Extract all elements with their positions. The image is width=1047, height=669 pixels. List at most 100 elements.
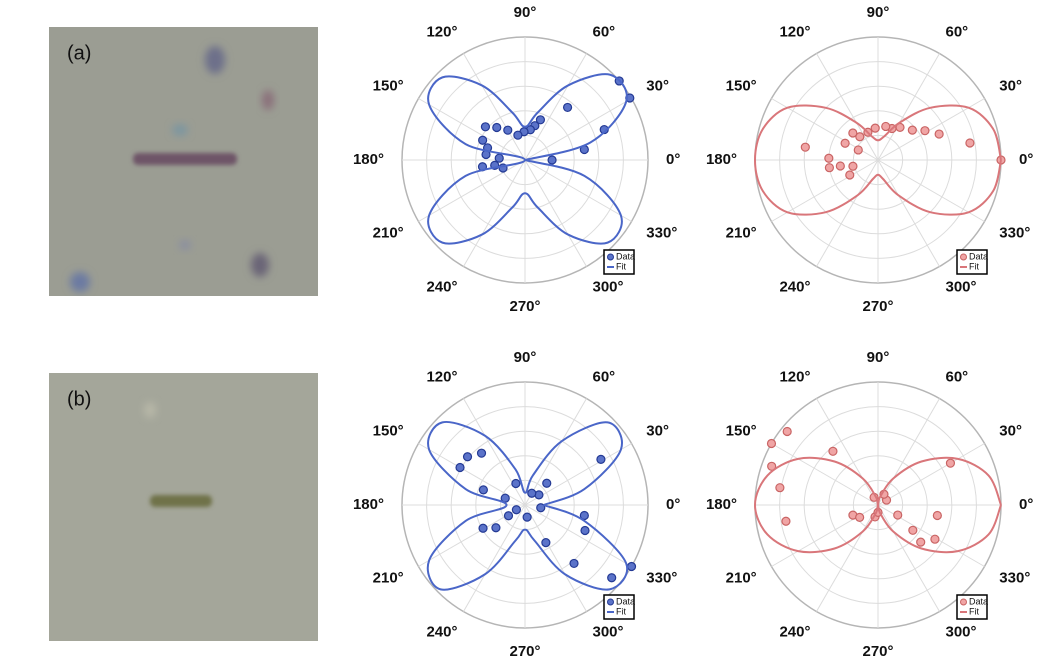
data-point (828, 446, 838, 456)
data-point (476, 448, 487, 458)
data-point (965, 138, 975, 148)
angle-label: 150° (373, 422, 404, 439)
fit-line (753, 104, 1002, 216)
angle-label: 240° (426, 278, 457, 295)
data-point (596, 454, 606, 464)
legend-label: Fit (616, 261, 626, 271)
data-point (569, 558, 579, 569)
angle-label: 30° (646, 422, 669, 439)
angle-label: 120° (426, 24, 457, 41)
data-point (853, 145, 863, 155)
angle-label: 270° (862, 643, 893, 660)
data-point (848, 161, 858, 171)
legend-label: Fit (969, 606, 979, 616)
data-point (480, 122, 491, 132)
angle-label: 210° (373, 569, 404, 586)
angle-label: 120° (426, 369, 457, 386)
grid-spoke (524, 504, 632, 567)
grid-spoke (816, 53, 879, 161)
angle-label: 180° (353, 496, 384, 513)
data-point (855, 512, 865, 522)
data-point (824, 163, 835, 173)
data-point (870, 123, 880, 133)
grid-spoke (877, 159, 985, 222)
data-point (511, 505, 521, 515)
data-point (845, 170, 855, 180)
angle-label: 60° (946, 369, 969, 386)
angle-label: 180° (706, 151, 737, 168)
angle-label: 60° (593, 369, 616, 386)
data-point (835, 161, 845, 171)
grid-spoke (816, 159, 879, 267)
data-point (462, 452, 473, 462)
data-point (562, 102, 573, 113)
data-point (478, 485, 488, 495)
angle-label: 330° (999, 224, 1030, 241)
fit-line (426, 420, 629, 591)
data-point (881, 121, 891, 132)
grid-spoke (771, 159, 879, 222)
legend-marker (960, 598, 967, 606)
data-point (541, 538, 551, 548)
angle-label: 180° (706, 496, 737, 513)
angle-label: 0° (666, 151, 680, 168)
data-point (522, 512, 532, 522)
angle-label: 30° (999, 422, 1022, 439)
data-point (478, 135, 488, 145)
legend-label: Data (969, 596, 988, 606)
grid-spoke (418, 98, 526, 161)
grid-spoke (877, 159, 940, 267)
angle-label: 300° (946, 623, 977, 640)
angle-label: 120° (779, 24, 810, 41)
panel-label: (b) (67, 388, 91, 410)
angle-label: 90° (514, 349, 537, 366)
grid-spoke (524, 159, 587, 267)
angle-label: 30° (646, 77, 669, 94)
angle-label: 240° (426, 623, 457, 640)
data-point (907, 125, 917, 135)
grid-spoke (816, 504, 879, 612)
angle-label: 150° (726, 422, 757, 439)
data-point (908, 525, 918, 535)
angle-label: 90° (867, 4, 890, 21)
data-point (930, 534, 940, 544)
data-point (503, 125, 513, 135)
data-point (781, 516, 791, 526)
data-point (494, 153, 504, 163)
data-point (503, 511, 514, 521)
data-point (945, 458, 956, 468)
angle-label: 150° (726, 77, 757, 94)
angle-label: 150° (373, 77, 404, 94)
panel-label: (a) (67, 42, 91, 64)
data-point (920, 126, 930, 136)
fit-line (427, 73, 628, 245)
data-point (547, 155, 557, 165)
legend-label: Fit (616, 606, 626, 616)
legend-label: Fit (969, 261, 979, 271)
angle-label: 330° (646, 569, 677, 586)
angle-label: 90° (867, 349, 890, 366)
polar-chart: 0° 30° 60° 90° 120° 150° 180° 210° 240° 270° 300° 3… (353, 4, 680, 315)
grid-spoke (418, 159, 526, 222)
angle-label: 0° (1019, 151, 1033, 168)
grid-spoke (463, 53, 526, 161)
angle-label: 210° (726, 224, 757, 241)
fit-line (753, 456, 1002, 554)
angle-label: 300° (946, 278, 977, 295)
data-point (542, 478, 552, 488)
grid-spoke (524, 98, 632, 161)
grid-spoke (877, 504, 940, 612)
legend-label: Data (969, 251, 988, 261)
grid-spoke (524, 53, 587, 161)
polar-chart: 0° 30° 60° 90° 120° 150° 180° 210° 240° 270° 300° 3… (353, 349, 680, 660)
grid-spoke (877, 398, 940, 506)
angle-label: 240° (779, 278, 810, 295)
grid-spoke (524, 159, 632, 222)
angle-label: 120° (779, 369, 810, 386)
grid-spoke (524, 504, 587, 612)
angle-label: 180° (353, 151, 384, 168)
angle-label: 300° (593, 623, 624, 640)
polar-chart: 0° 30° 60° 90° 120° 150° 180° 210° 240° 270° 300° 3… (706, 4, 1033, 315)
angle-label: 0° (1019, 496, 1033, 513)
data-point (934, 129, 944, 139)
